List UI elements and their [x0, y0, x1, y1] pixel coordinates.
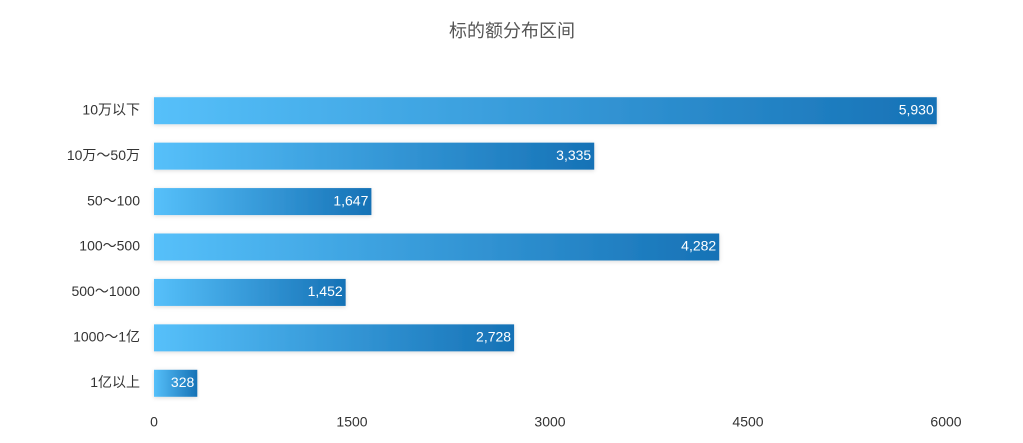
y-tick-label: 100～500	[79, 238, 140, 254]
value-label: 2,728	[476, 329, 511, 345]
bar	[154, 278, 346, 306]
bar	[154, 188, 372, 216]
x-tick-label: 4500	[732, 414, 763, 430]
value-label: 4,282	[681, 238, 716, 254]
x-tick-label: 1500	[336, 414, 367, 430]
y-tick-label: 50～100	[87, 192, 140, 208]
y-tick-label: 1000～1亿	[73, 329, 140, 345]
value-label: 1,452	[308, 283, 343, 299]
x-tick-label: 6000	[930, 414, 961, 430]
chart-title: 标的额分布区间	[449, 21, 575, 41]
bar	[154, 233, 720, 261]
value-label: 328	[171, 374, 195, 390]
y-tick-label: 1亿以上	[90, 374, 140, 390]
x-tick-label: 0	[150, 414, 158, 430]
bar	[154, 97, 937, 125]
value-label: 1,647	[333, 192, 368, 208]
bar	[154, 369, 198, 397]
y-tick-label: 10万～50万	[67, 147, 140, 163]
bar	[154, 142, 595, 170]
x-tick-label: 3000	[534, 414, 565, 430]
y-tick-label: 10万以下	[82, 101, 140, 117]
value-label: 3,335	[556, 147, 591, 163]
bar	[154, 324, 515, 352]
y-tick-label: 500～1000	[71, 283, 140, 299]
value-label: 5,930	[899, 101, 934, 117]
